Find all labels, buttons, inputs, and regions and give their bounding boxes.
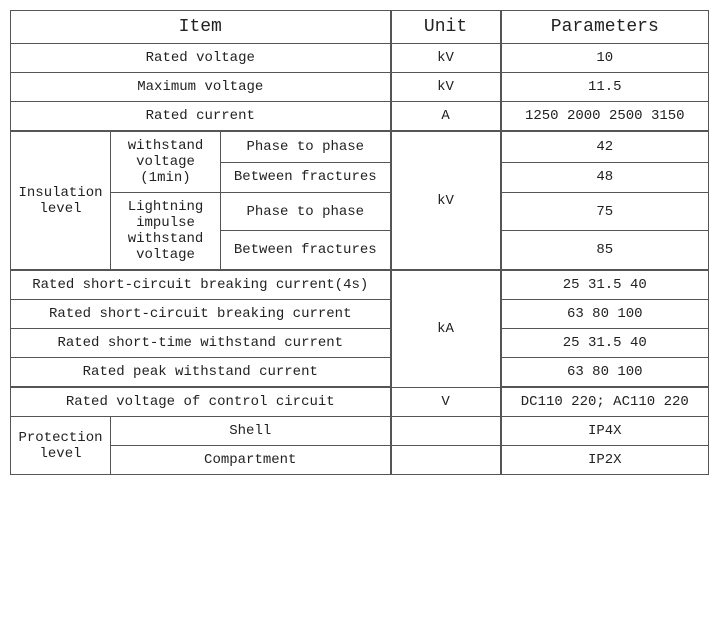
param-cell: IP2X: [501, 446, 709, 475]
param-cell: 75: [501, 193, 709, 231]
item-label: Rated short-circuit breaking current(4s): [11, 270, 391, 300]
sub-label: withstand voltage (1min): [111, 131, 221, 193]
group-label-protection: Protection level: [11, 417, 111, 475]
item-label: Rated short-circuit breaking current: [11, 300, 391, 329]
unit-cell: A: [391, 102, 501, 132]
table-row: Rated short-circuit breaking current(4s)…: [11, 270, 709, 300]
sub-label: Shell: [111, 417, 391, 446]
table-row: Rated short-time withstand current 25 31…: [11, 329, 709, 358]
item-label: Rated short-time withstand current: [11, 329, 391, 358]
param-cell: DC110 220; AC110 220: [501, 387, 709, 417]
table-row: Rated peak withstand current 63 80 100: [11, 358, 709, 388]
header-item: Item: [11, 11, 391, 44]
unit-cell: kV: [391, 44, 501, 73]
param-cell: 63 80 100: [501, 300, 709, 329]
param-cell: 63 80 100: [501, 358, 709, 388]
unit-cell: kA: [391, 270, 501, 387]
table-row: Maximum voltage kV 11.5: [11, 73, 709, 102]
table-row: Rated voltage kV 10: [11, 44, 709, 73]
unit-cell: [391, 446, 501, 475]
param-cell: 48: [501, 162, 709, 193]
param-cell: 10: [501, 44, 709, 73]
item-label: Rated peak withstand current: [11, 358, 391, 388]
param-cell: IP4X: [501, 417, 709, 446]
param-cell: 1250 2000 2500 3150: [501, 102, 709, 132]
unit-cell: V: [391, 387, 501, 417]
subsub-label: Phase to phase: [221, 131, 391, 162]
table-header-row: Item Unit Parameters: [11, 11, 709, 44]
table-row: Lightning impulse withstand voltage Phas…: [11, 193, 709, 231]
unit-cell: kV: [391, 131, 501, 270]
param-cell: 25 31.5 40: [501, 270, 709, 300]
sub-label: Lightning impulse withstand voltage: [111, 193, 221, 271]
subsub-label: Between fractures: [221, 231, 391, 270]
param-cell: 42: [501, 131, 709, 162]
subsub-label: Phase to phase: [221, 193, 391, 231]
table-row: Rated voltage of control circuit V DC110…: [11, 387, 709, 417]
subsub-label: Between fractures: [221, 162, 391, 193]
sub-label: Compartment: [111, 446, 391, 475]
param-cell: 11.5: [501, 73, 709, 102]
table-row: Insulation level withstand voltage (1min…: [11, 131, 709, 162]
param-cell: 25 31.5 40: [501, 329, 709, 358]
param-cell: 85: [501, 231, 709, 270]
header-unit: Unit: [391, 11, 501, 44]
item-label: Rated current: [11, 102, 391, 132]
unit-cell: kV: [391, 73, 501, 102]
table-row: Compartment IP2X: [11, 446, 709, 475]
table-row: Rated short-circuit breaking current 63 …: [11, 300, 709, 329]
table-row: Protection level Shell IP4X: [11, 417, 709, 446]
item-label: Rated voltage: [11, 44, 391, 73]
group-label-insulation: Insulation level: [11, 131, 111, 270]
table-row: Rated current A 1250 2000 2500 3150: [11, 102, 709, 132]
header-parameters: Parameters: [501, 11, 709, 44]
item-label: Maximum voltage: [11, 73, 391, 102]
item-label: Rated voltage of control circuit: [11, 387, 391, 417]
spec-table: Item Unit Parameters Rated voltage kV 10…: [10, 10, 709, 475]
unit-cell: [391, 417, 501, 446]
